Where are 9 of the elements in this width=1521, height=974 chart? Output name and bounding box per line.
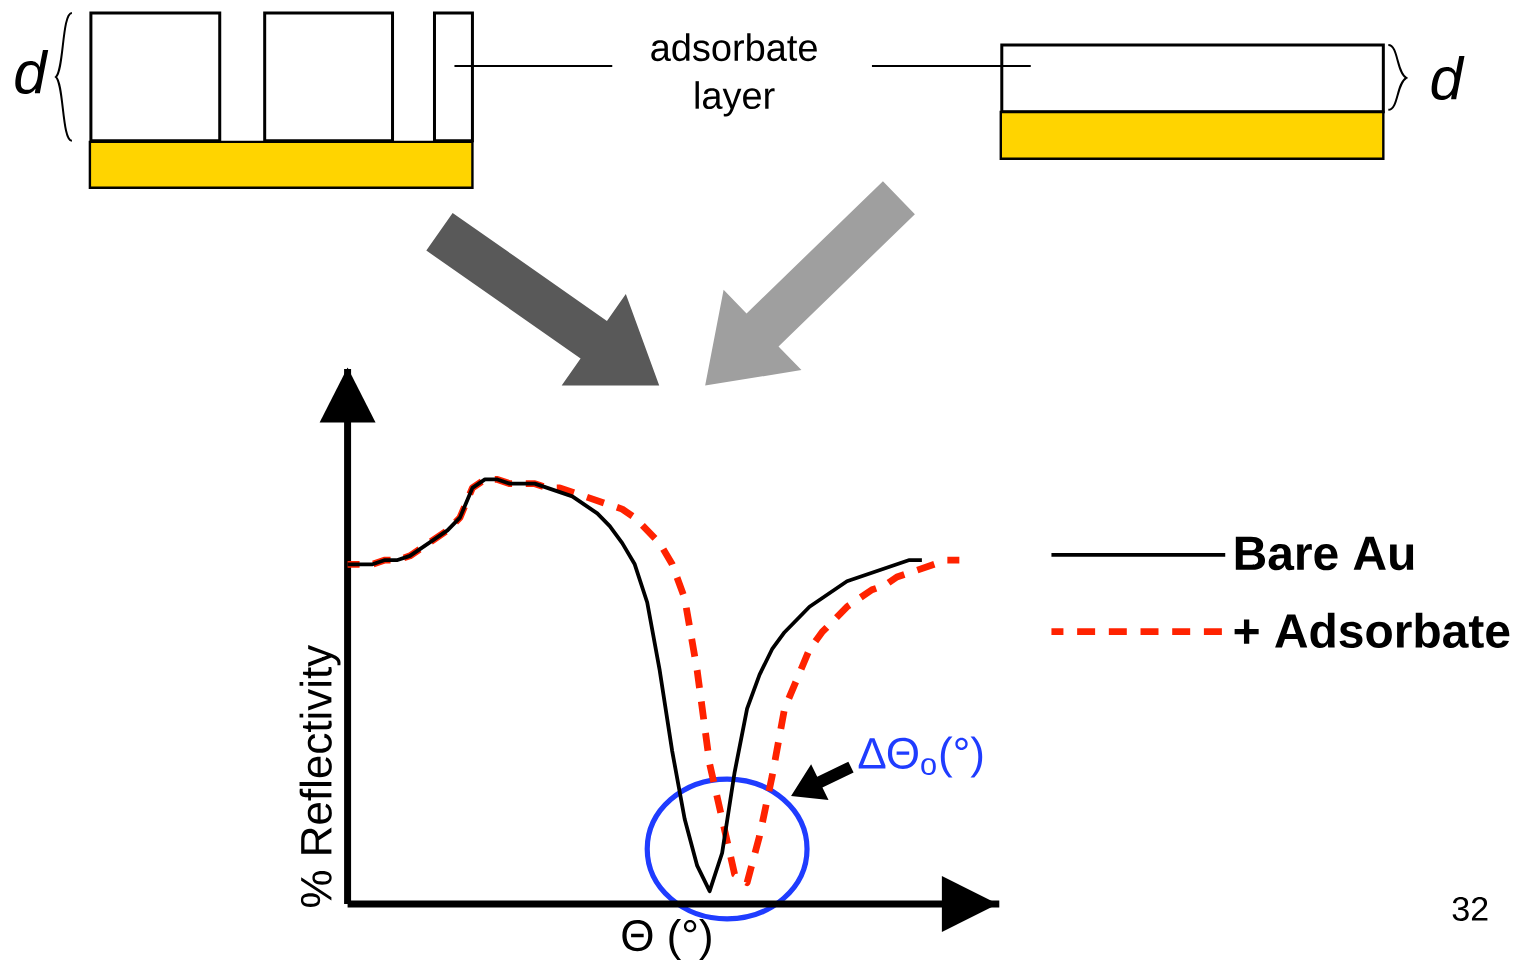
text: d (15, 49, 49, 95)
text: 32 (1452, 896, 1488, 922)
legend-label: + Adsorbate (1234, 612, 1510, 649)
legend-label: Bare Au (1235, 536, 1414, 571)
text: adsorbate layer (651, 33, 817, 117)
y-axis-title: % Reflectivity (299, 645, 341, 908)
x-axis-title: Θ (°) (622, 919, 711, 960)
text: d (1431, 55, 1465, 101)
annotation: ΔΘ$_{o}$(°) (858, 736, 983, 778)
